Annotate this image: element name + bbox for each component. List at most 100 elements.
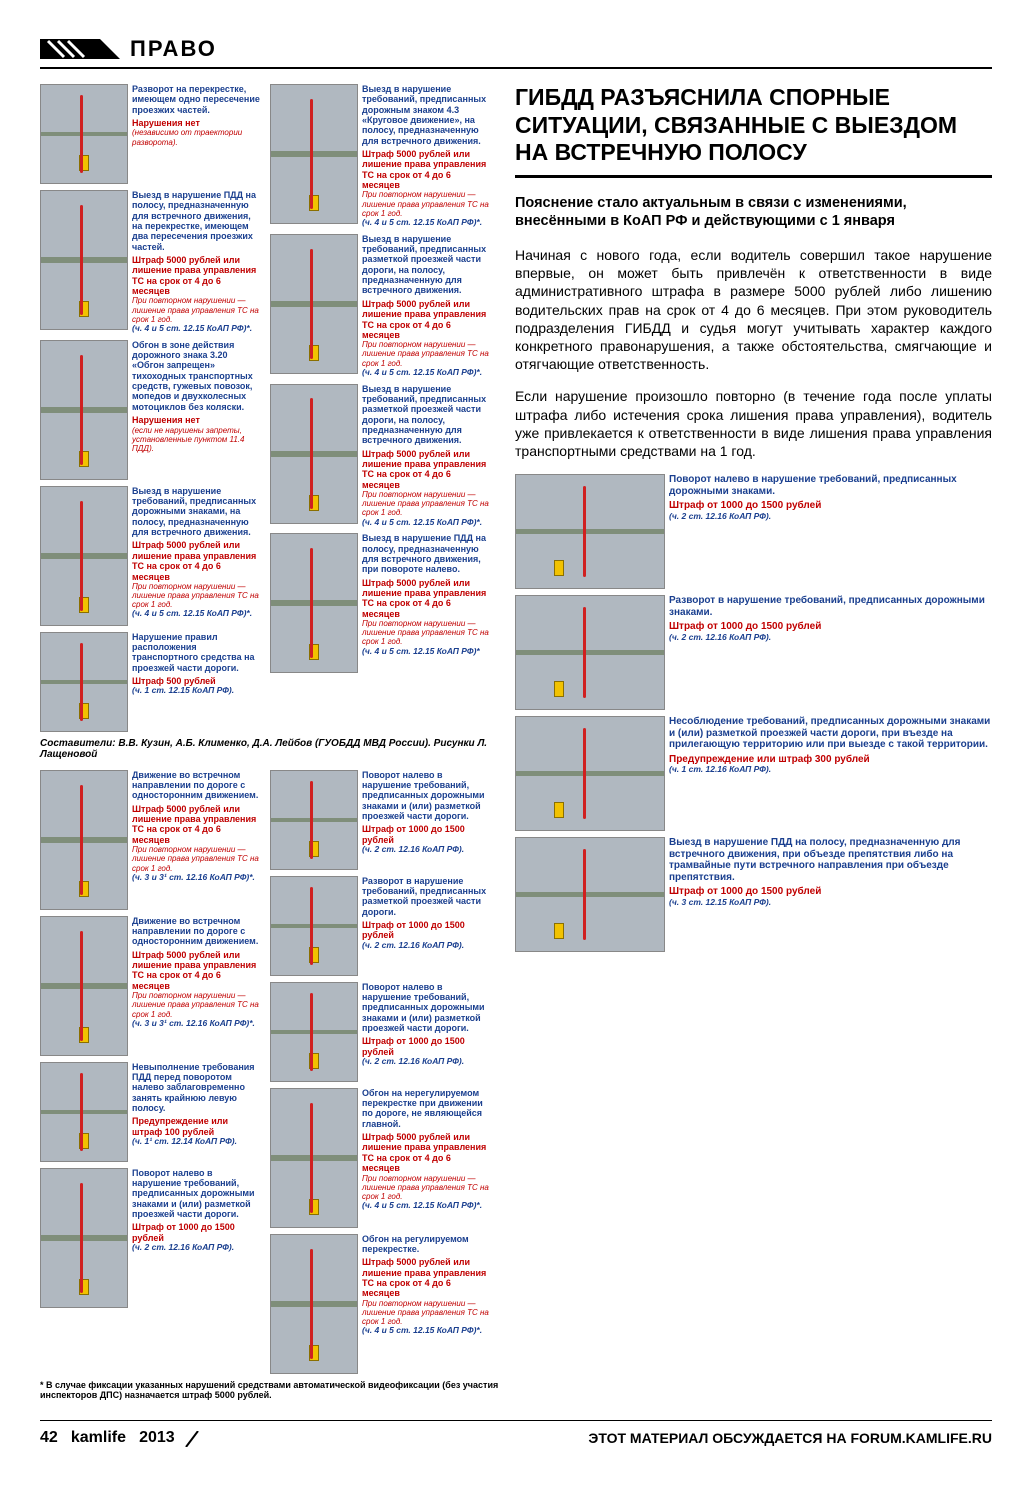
card-desc: Выезд в нарушение требований, предписанн… <box>362 384 490 446</box>
card-ref: (ч. 2 ст. 12.16 КоАП РФ). <box>669 633 992 643</box>
card-ref: (ч. 4 и 5 ст. 12.15 КоАП РФ)* <box>362 647 490 657</box>
header-stripes-icon <box>40 39 120 59</box>
article-para-1: Начиная с нового года, если водитель сов… <box>515 246 992 373</box>
main-layout: Разворот на перекрестке, имеющем одно пе… <box>40 84 992 1400</box>
card-text: Разворот в нарушение требований, предпис… <box>669 595 992 710</box>
card-ref: (ч. 4 и 5 ст. 12.15 КоАП РФ)*. <box>132 324 260 334</box>
road-diagram-icon <box>40 340 128 480</box>
card-desc: Обгон на нерегулируемом перекрестке при … <box>362 1088 490 1129</box>
card-penalty: Нарушения нет <box>132 415 260 425</box>
card-penalty: Предупреждение или штраф 100 рублей <box>132 1116 260 1137</box>
diagram-card: Выезд в нарушение ПДД на полосу, предназ… <box>515 837 992 952</box>
bot-col-2: Поворот налево в нарушение требований, п… <box>270 770 490 1374</box>
road-diagram-icon <box>270 982 358 1082</box>
card-ref: (ч. 3 и 3¹ ст. 12.16 КоАП РФ)*. <box>132 873 260 883</box>
card-text: Выезд в нарушение требований, предписанн… <box>362 384 490 528</box>
card-text: Обгон на регулируемом перекрестке.Штраф … <box>362 1234 490 1374</box>
card-desc: Нарушение правил расположения транспортн… <box>132 632 260 673</box>
card-ref: (ч. 1 ст. 12.15 КоАП РФ). <box>132 686 260 696</box>
road-diagram-icon <box>40 84 128 184</box>
diagram-card: Разворот в нарушение требований, предпис… <box>270 876 490 976</box>
diagram-card: Разворот на перекрестке, имеющем одно пе… <box>40 84 260 184</box>
article-title: ГИБДД РАЗЪЯСНИЛА СПОРНЫЕ СИТУАЦИИ, СВЯЗА… <box>515 84 992 167</box>
article-para-2: Если нарушение произошло повторно (в теч… <box>515 387 992 460</box>
card-ref: (ч. 4 и 5 ст. 12.15 КоАП РФ)*. <box>362 368 490 378</box>
card-text: Обгон на нерегулируемом перекрестке при … <box>362 1088 490 1228</box>
road-diagram-icon <box>515 595 665 710</box>
article-body: Начиная с нового года, если водитель сов… <box>515 246 992 460</box>
card-penalty: Штраф 5000 рублей или лишение права упра… <box>132 255 260 296</box>
card-text: Движение во встречном направлении по дор… <box>132 770 260 910</box>
card-desc: Разворот в нарушение требований, предпис… <box>362 876 490 917</box>
card-penalty: Нарушения нет <box>132 118 260 128</box>
card-ref: (ч. 3 и 3¹ ст. 12.16 КоАП РФ)*. <box>132 1019 260 1029</box>
card-text: Выезд в нарушение ПДД на полосу, предназ… <box>132 190 260 334</box>
diagram-card: Поворот налево в нарушение требований, п… <box>40 1168 260 1308</box>
card-penalty: Штраф от 1000 до 1500 рублей <box>132 1222 260 1243</box>
diagram-card: Выезд в нарушение требований, предписанн… <box>270 84 490 228</box>
road-diagram-icon <box>270 1088 358 1228</box>
diagram-card: Движение во встречном направлении по дор… <box>40 916 260 1056</box>
card-note: При повторном нарушении — лишение права … <box>362 340 490 368</box>
diagram-card: Несоблюдение требований, предписанных до… <box>515 716 992 831</box>
road-diagram-icon <box>270 1234 358 1374</box>
road-diagram-icon <box>40 190 128 330</box>
card-penalty: Штраф от 1000 до 1500 рублей <box>362 824 490 845</box>
card-penalty: Штраф от 1000 до 1500 рублей <box>669 886 992 898</box>
diagram-card: Выезд в нарушение требований, предписанн… <box>40 486 260 626</box>
credits: Составители: В.В. Кузин, А.Б. Клименко, … <box>40 738 500 760</box>
card-desc: Разворот в нарушение требований, предпис… <box>669 595 992 618</box>
footer-left: 42 kamlife 2013 <box>40 1429 202 1447</box>
card-text: Обгон в зоне действия дорожного знака 3.… <box>132 340 260 480</box>
card-desc: Поворот налево в нарушение требований, п… <box>132 1168 260 1220</box>
card-desc: Несоблюдение требований, предписанных до… <box>669 716 992 751</box>
card-ref: (ч. 4 и 5 ст. 12.15 КоАП РФ)*. <box>362 1326 490 1336</box>
card-text: Выезд в нарушение ПДД на полосу, предназ… <box>362 533 490 673</box>
card-text: Выезд в нарушение ПДД на полосу, предназ… <box>669 837 992 952</box>
card-note: При повторном нарушении — лишение права … <box>362 490 490 518</box>
card-note: При повторном нарушении — лишение права … <box>132 991 260 1019</box>
diagram-card: Выезд в нарушение ПДД на полосу, предназ… <box>270 533 490 673</box>
right-cards: Поворот налево в нарушение требований, п… <box>515 474 992 952</box>
card-note: При повторном нарушении — лишение права … <box>132 845 260 873</box>
card-note: При повторном нарушении — лишение права … <box>132 582 260 610</box>
card-note: При повторном нарушении — лишение права … <box>362 619 490 647</box>
card-text: Невыполнение требования ПДД перед поворо… <box>132 1062 260 1162</box>
card-text: Поворот налево в нарушение требований, п… <box>362 770 490 870</box>
diagram-card: Обгон в зоне действия дорожного знака 3.… <box>40 340 260 480</box>
diagram-card: Разворот в нарушение требований, предпис… <box>515 595 992 710</box>
card-desc: Невыполнение требования ПДД перед поворо… <box>132 1062 260 1114</box>
card-desc: Выезд в нарушение требований, предписанн… <box>132 486 260 538</box>
road-diagram-icon <box>270 533 358 673</box>
card-ref: (ч. 1¹ ст. 12.14 КоАП РФ). <box>132 1137 260 1147</box>
footer-year: 2013 <box>139 1429 175 1446</box>
card-penalty: Штраф 5000 рублей или лишение права упра… <box>132 540 260 581</box>
card-desc: Разворот на перекрестке, имеющем одно пе… <box>132 84 260 115</box>
card-desc: Поворот налево в нарушение требований, п… <box>362 770 490 822</box>
card-penalty: Штраф от 1000 до 1500 рублей <box>362 920 490 941</box>
card-penalty: Штраф 5000 рублей или лишение права упра… <box>132 804 260 845</box>
road-diagram-icon <box>40 632 128 732</box>
card-penalty: Штраф 5000 рублей или лишение права упра… <box>362 1257 490 1298</box>
road-diagram-icon <box>515 837 665 952</box>
card-penalty: Штраф 5000 рублей или лишение права упра… <box>362 1132 490 1173</box>
footer-brand: kamlife <box>71 1429 126 1446</box>
road-diagram-icon <box>515 474 665 589</box>
card-text: Поворот налево в нарушение требований, п… <box>669 474 992 589</box>
card-ref: (ч. 4 и 5 ст. 12.15 КоАП РФ)*. <box>362 1201 490 1211</box>
road-diagram-icon <box>40 1062 128 1162</box>
card-penalty: Штраф от 1000 до 1500 рублей <box>362 1036 490 1057</box>
road-diagram-icon <box>270 770 358 870</box>
card-text: Несоблюдение требований, предписанных до… <box>669 716 992 831</box>
card-text: Разворот в нарушение требований, предпис… <box>362 876 490 976</box>
diagram-card: Выезд в нарушение требований, предписанн… <box>270 384 490 528</box>
page-header: ПРАВО <box>40 30 992 69</box>
diagram-card: Обгон на нерегулируемом перекрестке при … <box>270 1088 490 1228</box>
card-desc: Обгон в зоне действия дорожного знака 3.… <box>132 340 260 412</box>
footnote: * В случае фиксации указанных нарушений … <box>40 1380 500 1400</box>
bottom-columns: Движение во встречном направлении по дор… <box>40 770 500 1374</box>
card-penalty: Штраф 5000 рублей или лишение права упра… <box>362 149 490 190</box>
card-text: Выезд в нарушение требований, предписанн… <box>362 234 490 378</box>
card-text: Движение во встречном направлении по дор… <box>132 916 260 1056</box>
card-ref: (ч. 2 ст. 12.16 КоАП РФ). <box>362 845 490 855</box>
